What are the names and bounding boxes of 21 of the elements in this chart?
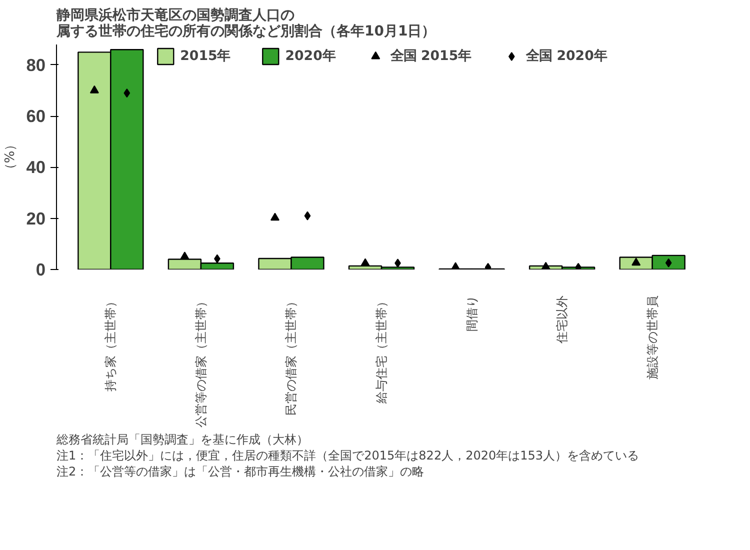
- legend-label: 2015年: [180, 48, 230, 65]
- text: 総務省統計局「国勢調査」を基に作成（大林）: [56, 432, 308, 446]
- x-tick-label: 公営等の借家（主世帯）: [194, 296, 208, 428]
- legend-label: 全国 2020年: [526, 48, 607, 65]
- y-axis-title: （%）: [3, 138, 18, 176]
- y-tick-label: 40: [26, 157, 46, 178]
- legend-label: 2020年: [285, 48, 336, 65]
- x-tick-label: 給与住宅（主世帯）: [374, 296, 388, 404]
- text: 注1：「住宅以外」には，便宜，住居の種類不詳（全国で2015年は822人，2020年は153人）を含めている: [56, 448, 640, 462]
- x-tick-label: 施設等の世帯員: [645, 296, 660, 380]
- text: 注2：「公営等の借家」は「公営・都市再生機構・公社の借家」の略: [56, 464, 424, 478]
- x-tick-label: 持ち家（主世帯）: [104, 296, 118, 392]
- y-tick-label: 20: [26, 208, 46, 228]
- y-tick-label: 80: [26, 54, 46, 75]
- y-tick-label: 60: [26, 106, 46, 126]
- x-tick-label: 住宅以外: [555, 296, 570, 344]
- chart-title: 静岡県浜松市天竜区の国勢調査人口の属する世帯の住宅の所有の関係など別割合（各年10月1日）: [56, 6, 436, 40]
- x-tick-label: 間借り: [464, 296, 479, 332]
- x-tick-label: 民営の借家（主世帯）: [284, 296, 298, 416]
- legend-label: 全国 2015年: [390, 48, 472, 65]
- y-tick-label: 0: [36, 260, 46, 280]
